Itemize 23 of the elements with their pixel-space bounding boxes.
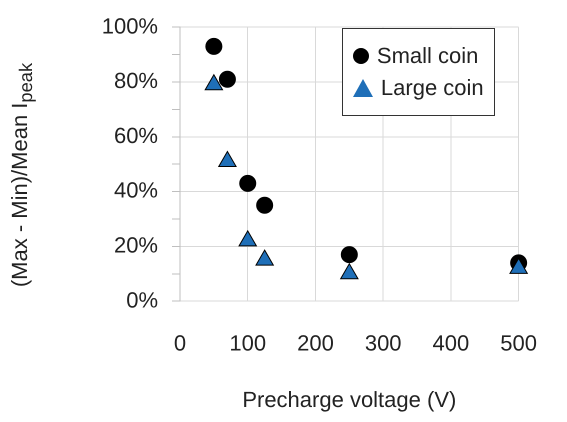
x-axis-title: Precharge voltage (V) <box>242 386 456 412</box>
point <box>256 250 274 266</box>
point <box>218 150 237 167</box>
point <box>218 70 236 88</box>
x-tick-label: 100 <box>229 330 266 356</box>
y-tick-label: 20% <box>114 232 158 258</box>
y-tick-label: 0% <box>126 287 158 312</box>
y-tick-label: 40% <box>114 178 158 203</box>
point <box>239 174 256 192</box>
legend-label: Large coin <box>380 75 484 102</box>
x-tick-label: 400 <box>432 330 470 356</box>
point <box>340 263 358 280</box>
x-tick-label: 500 <box>500 330 538 356</box>
x-tick-label: 300 <box>364 330 402 356</box>
point <box>509 258 528 274</box>
point <box>205 38 222 55</box>
y-tick-label: 80% <box>114 68 158 94</box>
y-tick-label: 100% <box>102 13 158 38</box>
y-tick-label: 60% <box>114 122 158 148</box>
x-tick-label: 200 <box>297 330 334 356</box>
x-tick-label: 0 <box>174 330 186 356</box>
legend-label: Small coin <box>376 43 478 70</box>
point <box>238 230 257 246</box>
